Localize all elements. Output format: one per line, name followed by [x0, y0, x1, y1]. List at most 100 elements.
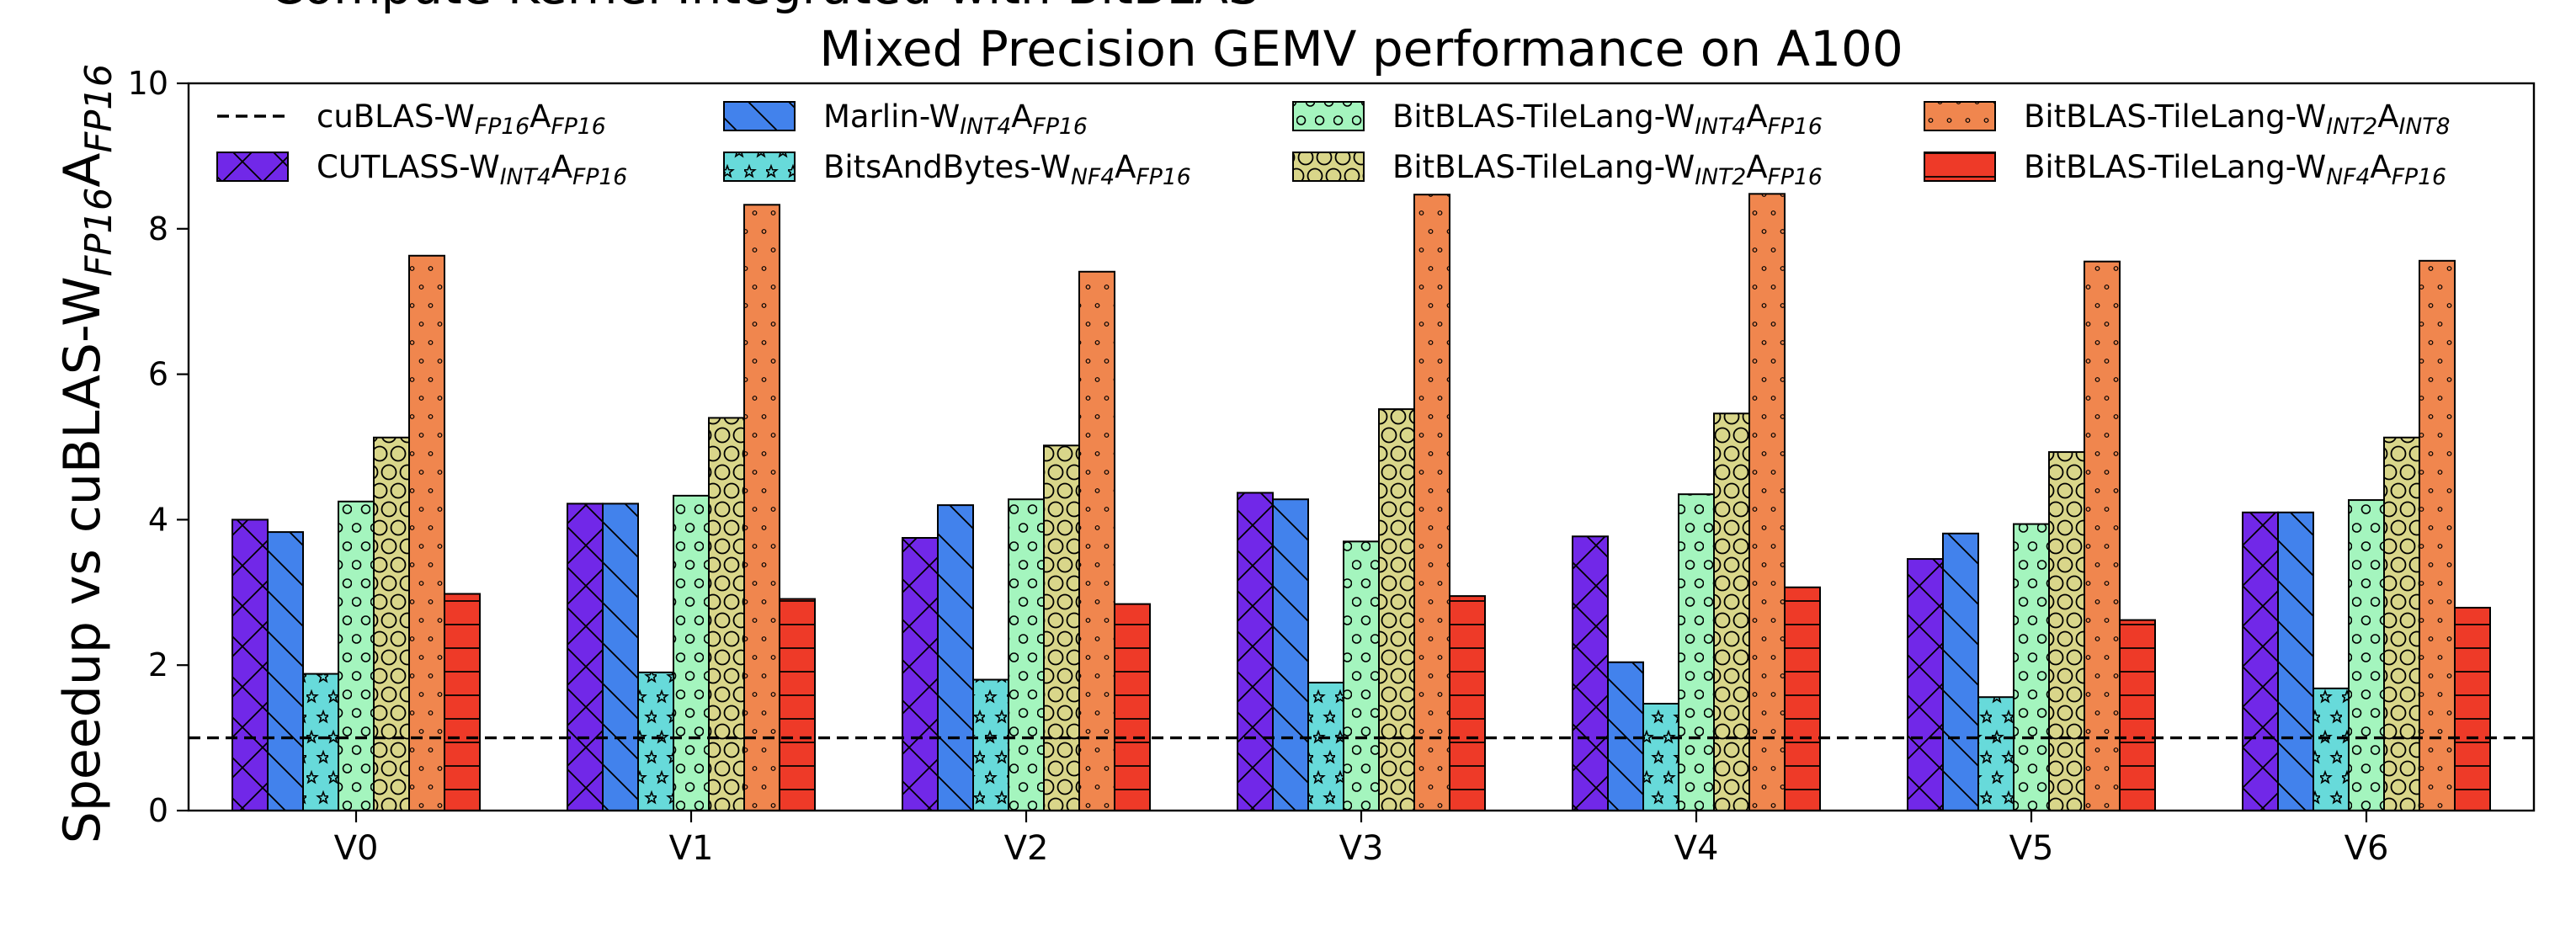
legend-swatch-hatch [1924, 152, 1995, 181]
bar-bitblas-tilelang-w-int2a-fp16-v1 [708, 417, 745, 811]
bar-hatch [1044, 445, 1079, 811]
bar-hatch [2243, 512, 2278, 811]
bar-hatch [2278, 512, 2313, 811]
bar-hatch [2419, 260, 2455, 811]
y-tick-label: 6 [148, 356, 168, 393]
bar-hatch [1908, 559, 1943, 811]
legend-entry-bitblas-tilelang-w-int4a-fp16: BitBLAS-TileLang-WINT4AFP16 [1292, 98, 1823, 140]
bar-hatch [1009, 499, 1044, 811]
bar-bitsandbytes-w-nf4a-fp16-v1 [637, 671, 674, 812]
bar-bitblas-tilelang-w-int4a-fp16-v3 [1343, 540, 1380, 811]
bar-hatch [374, 437, 409, 811]
legend-entry-baseline: cuBLAS-WFP16AFP16 [217, 98, 606, 140]
bar-bitblas-tilelang-w-int2a-int8-v0 [408, 254, 445, 811]
bar-hatch [638, 672, 673, 811]
legend-label: BitBLAS-TileLang-WNF4AFP16 [2024, 149, 2446, 190]
bar-bitblas-tilelang-w-nf4a-fp16-v2 [1114, 603, 1151, 812]
y-tick-label: 4 [148, 501, 168, 538]
y-tick-label: 2 [148, 646, 168, 683]
bar-hatch [1608, 662, 1643, 811]
x-tick-label-v3: V3 [1339, 829, 1384, 868]
bar-bitblas-tilelang-w-int2a-int8-v2 [1078, 270, 1115, 811]
legend-swatch-hatch [217, 152, 288, 181]
bar-bitsandbytes-w-nf4a-fp16-v2 [972, 678, 1009, 811]
chart-title: Mixed Precision GEMV performance on A100 [819, 20, 1903, 77]
bar-hatch [2049, 452, 2084, 811]
y-tick-label: 8 [148, 210, 168, 247]
bar-hatch [444, 593, 480, 811]
bar-bitsandbytes-w-nf4a-fp16-v3 [1307, 681, 1344, 811]
legend-swatch-outline [1924, 152, 1996, 182]
bar-hatch [1273, 499, 1308, 811]
bar-hatch [973, 679, 1009, 811]
legend-swatch-outline [723, 152, 796, 182]
bar-hatch [1115, 604, 1150, 811]
bar-hatch [409, 255, 444, 811]
bar-hatch [1344, 541, 1379, 811]
bar-bitblas-tilelang-w-nf4a-fp16-v4 [1784, 586, 1821, 811]
legend-swatch-hatch [724, 152, 795, 181]
legend-swatch-outline [723, 101, 796, 131]
bar-hatch [1679, 494, 1714, 811]
bar-bitblas-tilelang-w-int2a-fp16-v4 [1713, 412, 1750, 811]
bar-hatch [744, 205, 780, 811]
bar-hatch [603, 503, 638, 811]
bar-marlin-w-int4a-fp16-v5 [1942, 532, 1979, 811]
x-tick-label-v0: V0 [334, 829, 379, 868]
legend-swatch-outline [1292, 101, 1365, 131]
bar-marlin-w-int4a-fp16-v2 [937, 504, 974, 811]
bar-hatch [1785, 587, 1820, 811]
bar-hatch [2120, 620, 2155, 811]
bar-hatch [1379, 409, 1414, 811]
bar-marlin-w-int4a-fp16-v4 [1607, 661, 1644, 812]
bar-hatch [938, 505, 973, 811]
bar-hatch [780, 598, 815, 811]
x-tick-label-v6: V6 [2344, 829, 2389, 868]
legend-swatch-hatch [1924, 102, 1995, 130]
bar-hatch [2084, 261, 2120, 811]
bar-cutlass-w-int4a-fp16-v5 [1907, 558, 1944, 812]
clipped-top-text: Compute Kernel Integrated with BitBLAS [269, 0, 1259, 15]
bar-hatch [1573, 536, 1608, 811]
plot-frame [187, 82, 2536, 812]
bar-bitblas-tilelang-w-nf4a-fp16-v0 [444, 593, 481, 811]
bar-bitsandbytes-w-nf4a-fp16-v4 [1642, 702, 1679, 812]
bar-cutlass-w-int4a-fp16-v4 [1572, 535, 1609, 811]
legend-entry-bitblas-tilelang-w-int2a-int8: BitBLAS-TileLang-WINT2AINT8 [1924, 98, 2451, 140]
legend-entry-bitblas-tilelang-w-int2a-fp16: BitBLAS-TileLang-WINT2AFP16 [1292, 149, 1823, 190]
bar-bitblas-tilelang-w-int2a-fp16-v5 [2048, 451, 2085, 811]
bar-bitsandbytes-w-nf4a-fp16-v5 [1977, 696, 2014, 811]
legend-label: BitBLAS-TileLang-WINT4AFP16 [1392, 98, 1823, 140]
bar-bitblas-tilelang-w-int4a-fp16-v5 [2013, 523, 2050, 811]
bar-bitblas-tilelang-w-int2a-fp16-v6 [2383, 436, 2420, 811]
legend-entry-marlin-w-int4a-fp16: Marlin-WINT4AFP16 [723, 98, 1088, 140]
bar-hatch [673, 495, 709, 811]
bar-bitblas-tilelang-w-nf4a-fp16-v1 [779, 598, 816, 811]
legend-swatch-outline [1292, 152, 1365, 182]
bar-bitblas-tilelang-w-nf4a-fp16-v6 [2454, 606, 2491, 811]
bar-marlin-w-int4a-fp16-v3 [1272, 498, 1309, 811]
bar-bitsandbytes-w-nf4a-fp16-v6 [2313, 687, 2350, 812]
legend-label: BitBLAS-TileLang-WINT2AINT8 [2024, 98, 2451, 140]
legend-label: BitsAndBytes-WNF4AFP16 [823, 149, 1191, 190]
legend-label: Marlin-WINT4AFP16 [823, 98, 1088, 140]
bar-hatch [709, 417, 744, 811]
bar-hatch [567, 503, 603, 811]
bar-hatch [902, 538, 938, 811]
bar-hatch [1978, 697, 2014, 811]
bar-hatch [2014, 524, 2049, 811]
bar-hatch [1943, 533, 1978, 811]
legend-swatch-hatch [724, 102, 795, 130]
bar-hatch [303, 673, 338, 811]
bar-bitblas-tilelang-w-int2a-fp16-v3 [1378, 408, 1415, 811]
bar-bitblas-tilelang-w-int4a-fp16-v6 [2348, 499, 2385, 812]
legend-swatch-outline [216, 152, 289, 182]
bar-bitblas-tilelang-w-int2a-fp16-v0 [373, 436, 410, 811]
bar-hatch [268, 532, 303, 811]
y-tick-label: 10 [128, 65, 168, 102]
bar-bitblas-tilelang-w-int2a-int8-v5 [2084, 260, 2121, 811]
x-tick-label-v2: V2 [1004, 829, 1049, 868]
bar-marlin-w-int4a-fp16-v0 [267, 531, 304, 811]
bar-marlin-w-int4a-fp16-v1 [602, 503, 639, 812]
